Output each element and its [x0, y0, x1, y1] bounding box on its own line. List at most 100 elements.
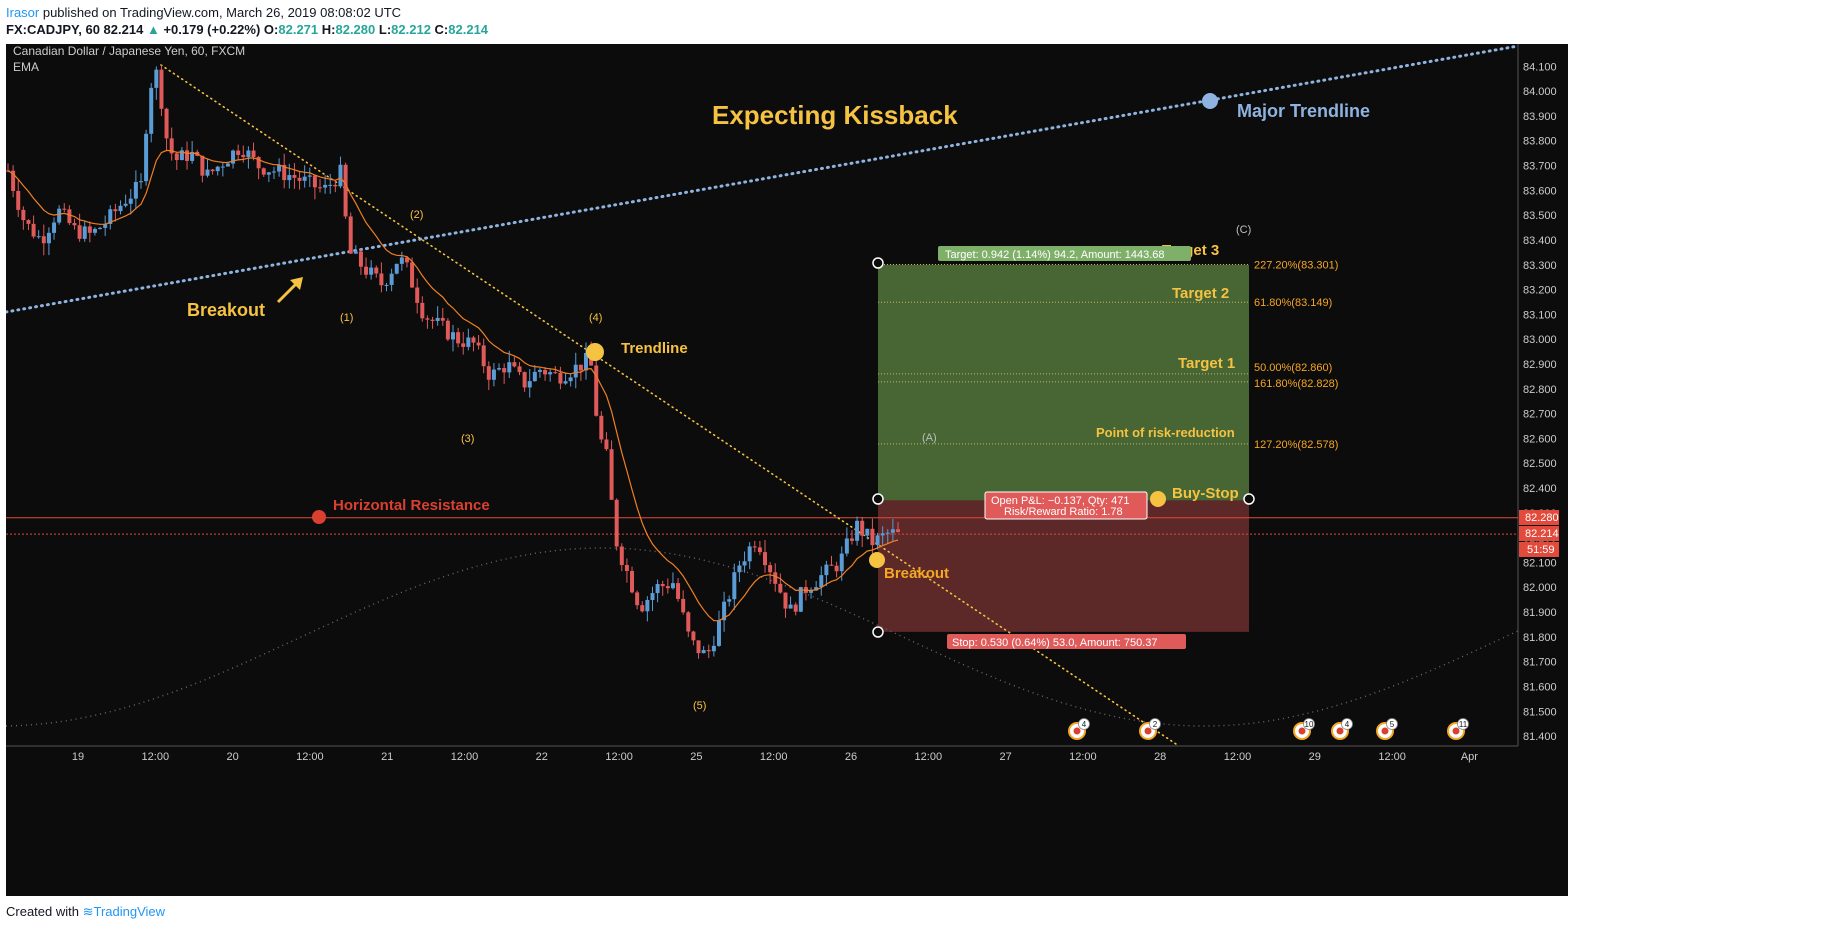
wave-label: (A)	[922, 432, 937, 444]
buy-stop-label: Buy-Stop	[1172, 485, 1239, 502]
candle-body	[885, 532, 890, 534]
stop-info: Stop: 0.530 (0.64%) 53.0, Amount: 750.37	[952, 637, 1157, 649]
pnl-info: Open P&L: −0.137, Qty: 471	[991, 495, 1130, 507]
risk-reward-info: Risk/Reward Ratio: 1.78	[1004, 506, 1123, 518]
candle-body	[185, 150, 190, 161]
event-count-badge	[1149, 718, 1161, 730]
price-tick-label: 83.700	[1523, 161, 1557, 173]
candle-body	[159, 69, 164, 109]
candle-body	[481, 345, 486, 367]
symbol-summary: FX:CADJPY, 60 82.214 ▲ +0.179 (+0.22%) O…	[6, 22, 488, 37]
entry-handle[interactable]	[872, 493, 884, 505]
candle-body	[819, 575, 824, 588]
stop-handle[interactable]	[872, 626, 884, 638]
time-tick-label: 19	[72, 751, 84, 763]
event-count: 4	[1082, 720, 1087, 729]
event-flag-dot	[1073, 727, 1081, 735]
up-arrow-icon: ▲	[146, 22, 160, 37]
ohlc-high-label: H:	[321, 22, 336, 37]
candle-body	[548, 372, 553, 375]
candle-body	[788, 604, 793, 609]
candle-body	[266, 172, 271, 175]
major-trendline[interactable]	[6, 44, 1520, 314]
resistance-marker[interactable]	[312, 510, 326, 524]
candle-body	[716, 620, 721, 646]
candle-body	[870, 528, 875, 546]
candle-body	[491, 369, 496, 380]
candle-body	[225, 163, 230, 167]
candle-body	[297, 177, 302, 181]
candle-body	[205, 169, 210, 176]
breakout-marker[interactable]	[869, 552, 885, 568]
time-axis[interactable]: 19 12:00 20 12:00 21 12:00 22 12:00 25 12:00 26 12:…	[72, 751, 1478, 763]
price-tick-label: 83.600	[1523, 185, 1557, 197]
candle-body	[287, 175, 292, 181]
entry-right-handle[interactable]	[1243, 493, 1255, 505]
candle-body	[251, 150, 256, 157]
candle-body	[512, 362, 517, 367]
candle-body	[635, 592, 640, 606]
candle-body	[358, 251, 363, 267]
publish-text: published on TradingView.com, March 26, …	[39, 5, 402, 20]
ema-line	[7, 149, 899, 622]
candle-body	[568, 377, 573, 382]
candle-body	[77, 225, 82, 239]
fib-level-label: 161.80%(82.828)	[1254, 378, 1338, 390]
candle-body	[732, 572, 737, 600]
candle-body	[737, 565, 742, 573]
indicator-label: EMA	[13, 60, 39, 74]
ohlc-close-label: C:	[434, 22, 449, 37]
candle-body	[312, 175, 317, 188]
economic-events[interactable]: 4 2 10 4 5 11	[1068, 718, 1469, 740]
publish-header: Irasor published on TradingView.com, Mar…	[0, 0, 1828, 44]
candle-body	[103, 223, 108, 228]
event-count-badge	[1457, 718, 1469, 730]
event-count: 5	[1390, 720, 1395, 729]
wave-label: (2)	[410, 209, 423, 221]
trendline[interactable]	[160, 64, 1177, 745]
candle-body	[527, 381, 532, 388]
publish-info: Irasor published on TradingView.com, Mar…	[6, 5, 401, 20]
candle-body	[430, 319, 435, 321]
risk-zone[interactable]	[878, 500, 1249, 632]
candle-body	[844, 538, 849, 554]
major-trendline-marker[interactable]	[1202, 93, 1218, 109]
price-axis[interactable]: 84.100 84.000 83.900 83.800 83.700 83.600 83.5…	[1523, 61, 1557, 743]
candle-body	[865, 528, 870, 536]
time-tick-label: 12:00	[451, 751, 479, 763]
candle-body	[231, 150, 236, 164]
price-chart[interactable]: 84.100 84.000 83.900 83.800 83.700 83.600 83.5…	[6, 44, 1822, 896]
candle-body	[31, 223, 36, 237]
author-link[interactable]: Irasor	[6, 5, 40, 20]
candle-body	[445, 320, 450, 340]
event-count: 4	[1345, 720, 1350, 729]
target-handle[interactable]	[872, 257, 884, 269]
resistance-price-text: 82.280	[1525, 512, 1559, 524]
candle-body	[271, 171, 276, 173]
target-info: Target: 0.942 (1.14%) 94.2, Amount: 1443…	[945, 249, 1165, 261]
price-tick-label: 83.400	[1523, 235, 1557, 247]
reward-zone[interactable]	[878, 264, 1249, 501]
candle-body	[768, 565, 773, 573]
ohlc-open-label: O:	[263, 22, 279, 37]
candle-body	[169, 138, 174, 154]
trendline-marker[interactable]	[586, 343, 604, 361]
candle-body	[200, 155, 205, 176]
tradingview-link[interactable]: TradingView	[93, 904, 166, 919]
candle-body	[348, 216, 353, 254]
candle-body	[660, 584, 665, 587]
candle-body	[389, 273, 394, 285]
candle-body	[338, 164, 343, 187]
candle-body	[369, 267, 374, 275]
candle-body	[328, 184, 333, 186]
time-tick-label: 12:00	[1069, 751, 1097, 763]
candle-body	[563, 381, 568, 384]
candle-body	[333, 184, 338, 187]
buy-stop-marker[interactable]	[1150, 491, 1166, 507]
candle-body	[123, 203, 128, 206]
price-tick-label: 82.600	[1523, 433, 1557, 445]
candle-body	[497, 368, 502, 370]
event-count: 10	[1305, 720, 1314, 729]
candle-body	[364, 266, 369, 275]
candle-body	[190, 151, 195, 161]
